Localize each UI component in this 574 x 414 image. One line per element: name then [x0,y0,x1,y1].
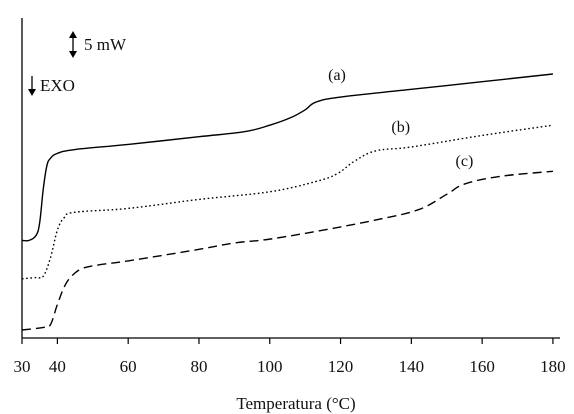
scale-bar-label: 5 mW [84,35,127,54]
x-tick-label: 180 [540,357,566,376]
x-tick-label: 120 [328,357,354,376]
x-tick-label: 140 [399,357,425,376]
x-tick-label: 80 [190,357,207,376]
series-line-c [21,170,553,331]
x-tick-label: 100 [257,357,283,376]
x-ticks: 30 40 60 80 100 120 140 160 180 [14,338,566,376]
x-tick-label: 160 [469,357,495,376]
scale-bar-annotation: 5 mW [69,31,127,58]
exo-label: EXO [40,76,75,95]
x-tick-label: 40 [49,357,66,376]
exo-annotation: EXO [28,76,75,96]
axes [21,18,560,339]
series-group [21,73,554,331]
x-tick-label: 30 [14,357,31,376]
series-label-b: (b) [391,119,410,136]
double-arrow-icon [69,31,77,58]
series-label-a: (a) [328,67,346,84]
x-tick-label: 60 [120,357,137,376]
x-axis-title: Temperatura (°C) [236,394,355,413]
series-line-b [21,124,554,280]
series-line-a [21,73,553,242]
series-labels: (a) (b) (c) [328,67,473,170]
down-arrow-icon [28,76,36,96]
series-label-c: (c) [456,153,474,170]
